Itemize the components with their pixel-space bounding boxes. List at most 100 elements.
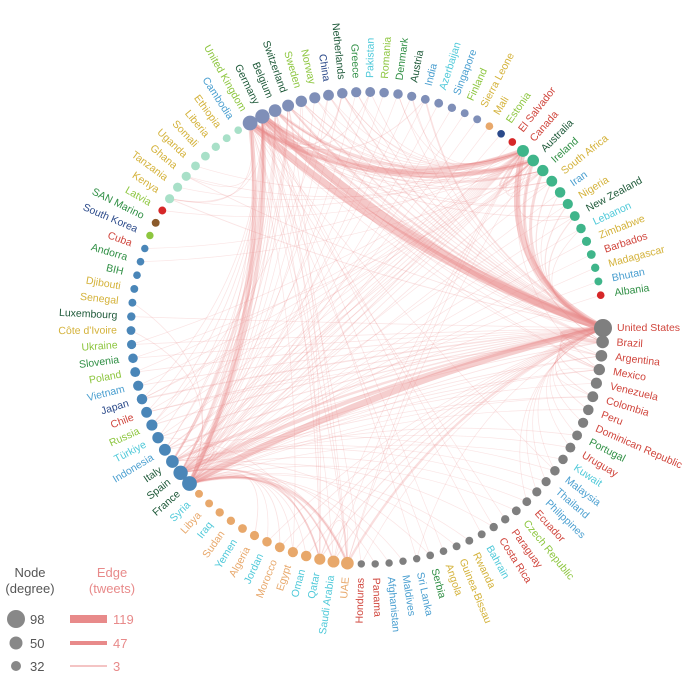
node — [165, 194, 175, 204]
edge — [262, 116, 569, 207]
node — [452, 542, 461, 551]
node — [550, 466, 560, 476]
edge — [180, 435, 571, 474]
node — [146, 231, 154, 240]
edge — [557, 327, 604, 398]
node — [460, 109, 469, 118]
edge — [249, 122, 603, 343]
edge — [300, 100, 524, 167]
node — [532, 487, 542, 497]
legend-node-circle-medium — [9, 636, 23, 650]
node — [341, 556, 354, 570]
edge — [189, 465, 517, 512]
edge — [185, 160, 534, 198]
edge — [249, 122, 544, 184]
edge — [180, 469, 376, 565]
edge — [180, 91, 371, 474]
node — [151, 218, 160, 227]
edge — [140, 170, 544, 263]
edge — [169, 116, 264, 202]
edge — [180, 150, 524, 474]
edge — [164, 160, 534, 451]
edge — [266, 327, 604, 543]
node — [226, 516, 236, 525]
node-label: Maldives — [399, 574, 417, 617]
edge — [189, 477, 390, 564]
edge — [144, 150, 524, 249]
edge — [189, 92, 385, 484]
edge — [261, 115, 553, 189]
edge — [347, 160, 534, 564]
node — [337, 88, 348, 99]
edge — [180, 141, 513, 474]
edge — [519, 327, 604, 503]
legend-edge-value: 47 — [113, 636, 127, 651]
edge — [180, 133, 502, 474]
edge — [179, 468, 321, 561]
node — [128, 353, 138, 364]
edge — [169, 122, 253, 203]
node — [590, 377, 602, 389]
edge — [274, 109, 605, 330]
edge — [523, 160, 603, 343]
node-label: Mexico — [612, 366, 647, 384]
edge — [131, 150, 524, 345]
node — [141, 244, 149, 253]
edge — [369, 91, 604, 329]
node — [262, 537, 272, 547]
edge — [258, 112, 607, 332]
edge — [262, 100, 304, 148]
edge — [259, 113, 536, 178]
node — [242, 115, 258, 131]
node — [222, 134, 231, 143]
edge — [516, 150, 600, 370]
node — [173, 465, 188, 480]
edge — [188, 150, 524, 485]
edge — [189, 97, 316, 484]
node — [274, 542, 285, 553]
node — [393, 89, 403, 99]
node — [128, 298, 137, 307]
node — [136, 257, 145, 266]
edge — [195, 150, 524, 189]
edge — [146, 150, 524, 413]
edge — [180, 294, 602, 474]
edge — [546, 327, 604, 448]
node-label: Afghanistan — [385, 576, 402, 633]
node — [586, 250, 596, 259]
legend-node-circle-small — [11, 661, 21, 671]
edge — [529, 169, 605, 330]
node — [522, 497, 532, 507]
edge — [132, 170, 544, 359]
edge — [180, 355, 602, 474]
edge — [517, 160, 576, 221]
node-label: China — [316, 53, 332, 82]
edge — [261, 115, 604, 343]
edge — [319, 327, 604, 560]
edge — [189, 102, 440, 484]
edge — [161, 160, 534, 218]
node — [537, 164, 549, 177]
edge — [249, 122, 348, 564]
node — [596, 335, 609, 349]
edge — [189, 267, 596, 484]
edge — [551, 228, 604, 329]
node — [379, 87, 389, 98]
edges-layer — [130, 91, 607, 565]
node — [385, 559, 393, 567]
legend-node-title: Node — [14, 565, 45, 580]
edge — [189, 355, 602, 484]
edge — [274, 110, 544, 181]
edge — [189, 472, 259, 536]
edge — [560, 341, 603, 357]
edge — [273, 109, 525, 170]
node-label: India — [423, 62, 440, 87]
edge — [130, 316, 604, 329]
node — [501, 515, 510, 524]
node-label: Albania — [614, 282, 651, 299]
edge — [180, 98, 426, 474]
edge — [151, 94, 329, 426]
node — [412, 554, 421, 563]
node — [576, 223, 586, 234]
